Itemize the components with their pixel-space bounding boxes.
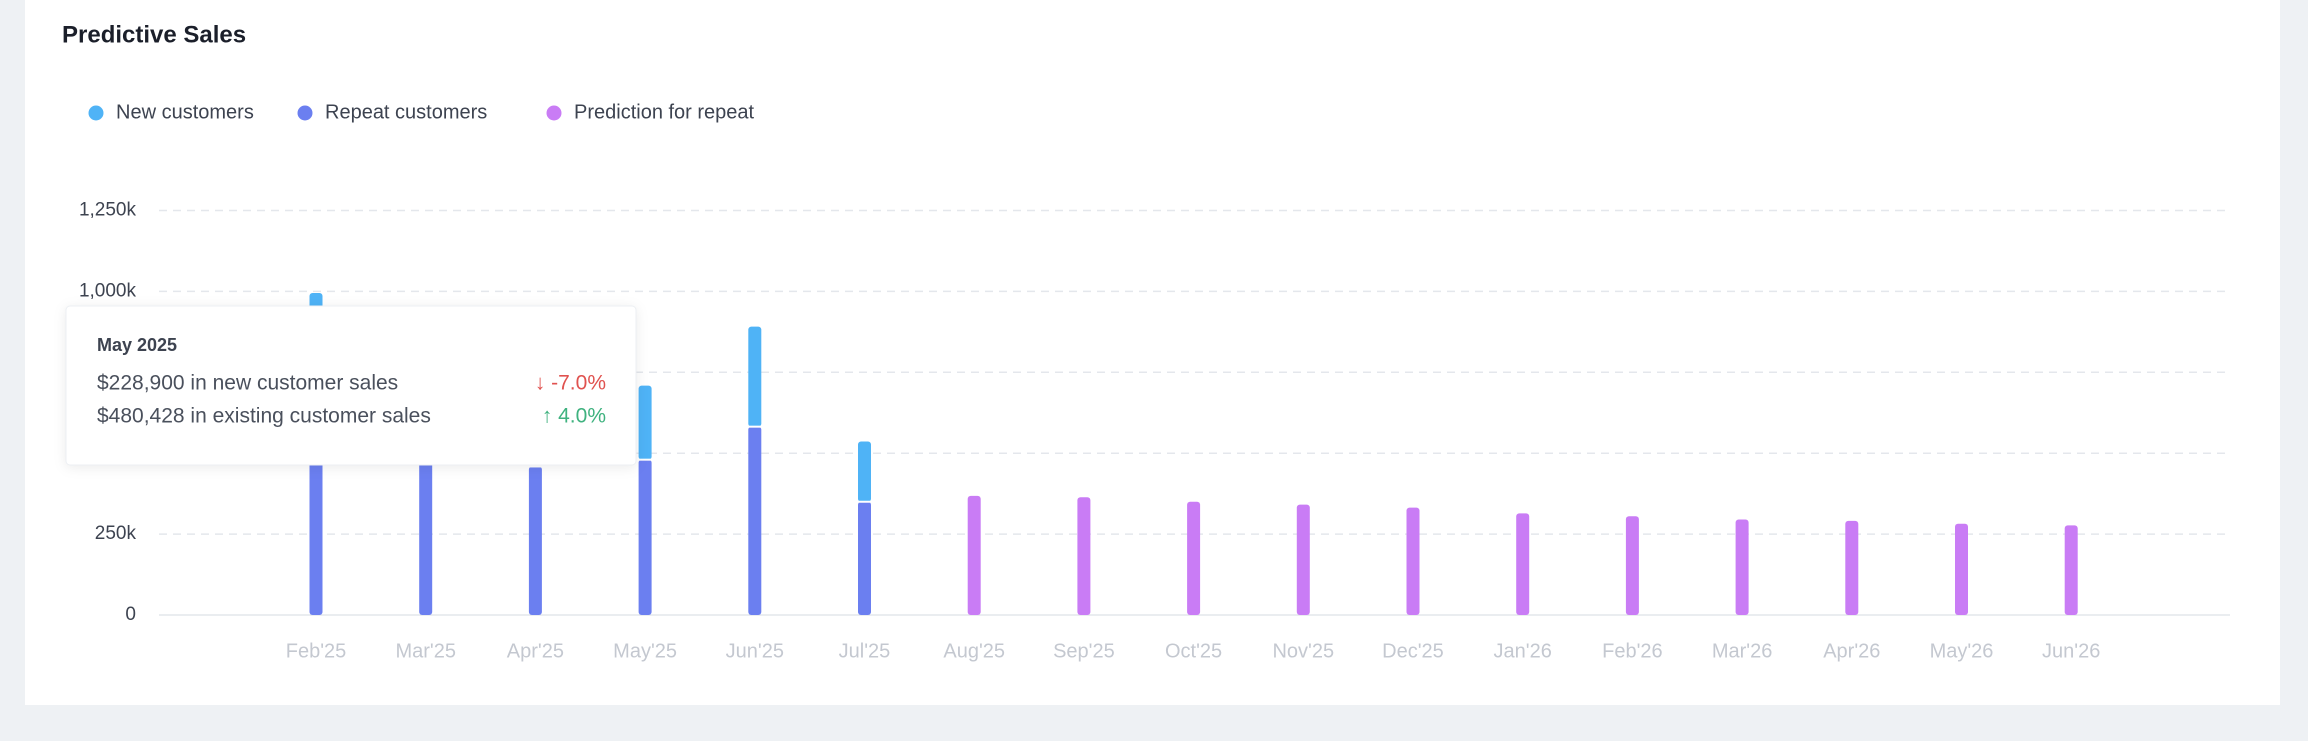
x-tick-label: Jun'26 <box>2042 640 2100 662</box>
bar <box>1406 507 1420 615</box>
tooltip-box <box>65 305 637 466</box>
x-tick-label: Apr'25 <box>507 640 564 662</box>
y-tick-label: 1,000k <box>79 280 137 301</box>
bar <box>528 466 542 615</box>
x-tick-label: Aug'25 <box>943 640 1005 662</box>
x-tick-label: Jun'25 <box>726 640 784 662</box>
tooltip: May 2025 $228,900 in new customer sales … <box>65 305 637 466</box>
bar <box>2064 525 2078 615</box>
legend-label: Prediction for repeat <box>574 101 755 123</box>
bar <box>419 440 433 615</box>
bar <box>1296 504 1310 615</box>
bar <box>858 501 871 615</box>
x-tick-label: Oct'25 <box>1165 640 1222 662</box>
tooltip-change: ↑ 4.0% <box>542 405 606 428</box>
bar <box>1187 501 1201 615</box>
bar <box>1516 513 1530 615</box>
x-tick-label: Jan'26 <box>1494 640 1552 662</box>
tooltip-title: May 2025 <box>97 335 177 355</box>
chart-title: Predictive Sales <box>62 21 246 48</box>
bar <box>309 433 323 615</box>
bar <box>1735 519 1749 615</box>
x-tick-label: Jul'25 <box>839 640 891 662</box>
bar <box>748 326 762 427</box>
x-tick-label: Mar'25 <box>395 640 456 662</box>
legend-marker <box>297 105 313 121</box>
bar <box>1625 516 1639 615</box>
y-tick-label: 250k <box>95 523 137 544</box>
bar <box>1845 520 1859 615</box>
x-tick-label: Mar'26 <box>1712 640 1773 662</box>
y-tick-label: 1,250k <box>79 200 137 221</box>
tooltip-row: $228,900 in new customer sales <box>97 372 398 395</box>
legend-label: Repeat customers <box>325 101 487 123</box>
bar <box>967 495 981 615</box>
x-tick-label: Nov'25 <box>1272 640 1334 662</box>
bar <box>1077 497 1091 615</box>
tooltip-row: $480,428 in existing customer sales <box>97 405 431 428</box>
bar <box>858 441 871 502</box>
x-tick-label: Apr'26 <box>1823 640 1880 662</box>
tooltip-change: ↓ -7.0% <box>535 372 606 395</box>
legend-marker <box>546 105 562 121</box>
legend-label: New customers <box>116 101 254 123</box>
x-tick-label: Sep'25 <box>1053 640 1115 662</box>
legend-marker <box>88 105 104 121</box>
x-tick-label: May'26 <box>1930 640 1994 662</box>
x-tick-label: Feb'26 <box>1602 640 1663 662</box>
bar <box>748 426 762 615</box>
x-tick-label: May'25 <box>613 640 677 662</box>
x-tick-label: Feb'25 <box>286 640 347 662</box>
y-tick-label: 0 <box>125 604 136 625</box>
x-tick-label: Dec'25 <box>1382 640 1444 662</box>
bar <box>638 459 652 615</box>
bar <box>638 385 652 460</box>
bar <box>1955 523 1968 615</box>
